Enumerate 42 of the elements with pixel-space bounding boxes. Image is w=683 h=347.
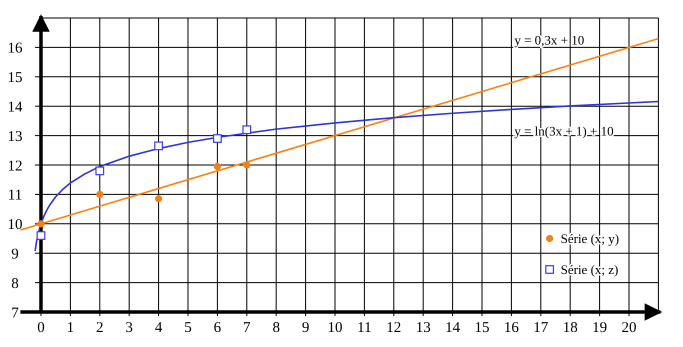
y-tick-label: 15: [7, 70, 22, 86]
y-tick-label: 14: [7, 99, 23, 116]
y-tick-label: 12: [7, 158, 22, 174]
x-tick-label: 20: [622, 320, 636, 336]
x-tick-label: 7: [243, 320, 252, 336]
x-tick-label: 1: [66, 320, 74, 336]
y-tick-label: 13: [7, 128, 22, 145]
x-tick-label: 10: [327, 320, 342, 336]
y-tick-label: 8: [11, 276, 19, 292]
y-tick-label: 9: [11, 246, 19, 262]
x-tick-label: 11: [357, 320, 372, 336]
point: [154, 195, 162, 202]
point: [96, 190, 104, 198]
x-tick-label: 8: [272, 320, 280, 336]
x-tick-label: 14: [445, 320, 461, 336]
x-tick-label: 17: [533, 320, 549, 336]
x-tick-label: 12: [386, 320, 402, 336]
x-tick-label: 4: [154, 320, 163, 336]
point: [36, 231, 46, 240]
line-series: [34, 100, 658, 252]
x-tick-label: 3: [125, 320, 133, 336]
x-tick-label: 5: [184, 320, 192, 336]
y-tick-label: 10: [7, 217, 22, 234]
x-tick-label: 6: [214, 320, 222, 336]
x-tick-label: 0: [37, 320, 45, 336]
point: [95, 166, 104, 176]
x-tick-label: 2: [96, 320, 104, 336]
y-tick-label: 7: [11, 305, 20, 322]
point: [212, 134, 222, 143]
x-tick-label: 19: [592, 320, 608, 336]
point: [37, 220, 45, 228]
x-tick-label: 16: [504, 320, 520, 336]
point: [243, 161, 250, 169]
x-tick-label: 18: [562, 320, 578, 336]
point: [154, 141, 163, 150]
x-tick-label: 13: [416, 320, 431, 336]
x-tick-label: 15: [474, 320, 490, 336]
y-tick-label: 16: [7, 40, 23, 57]
x-tick-label: 9: [302, 320, 310, 336]
y-tick-label: 11: [8, 188, 22, 204]
point: [214, 162, 221, 170]
point: [242, 125, 252, 134]
